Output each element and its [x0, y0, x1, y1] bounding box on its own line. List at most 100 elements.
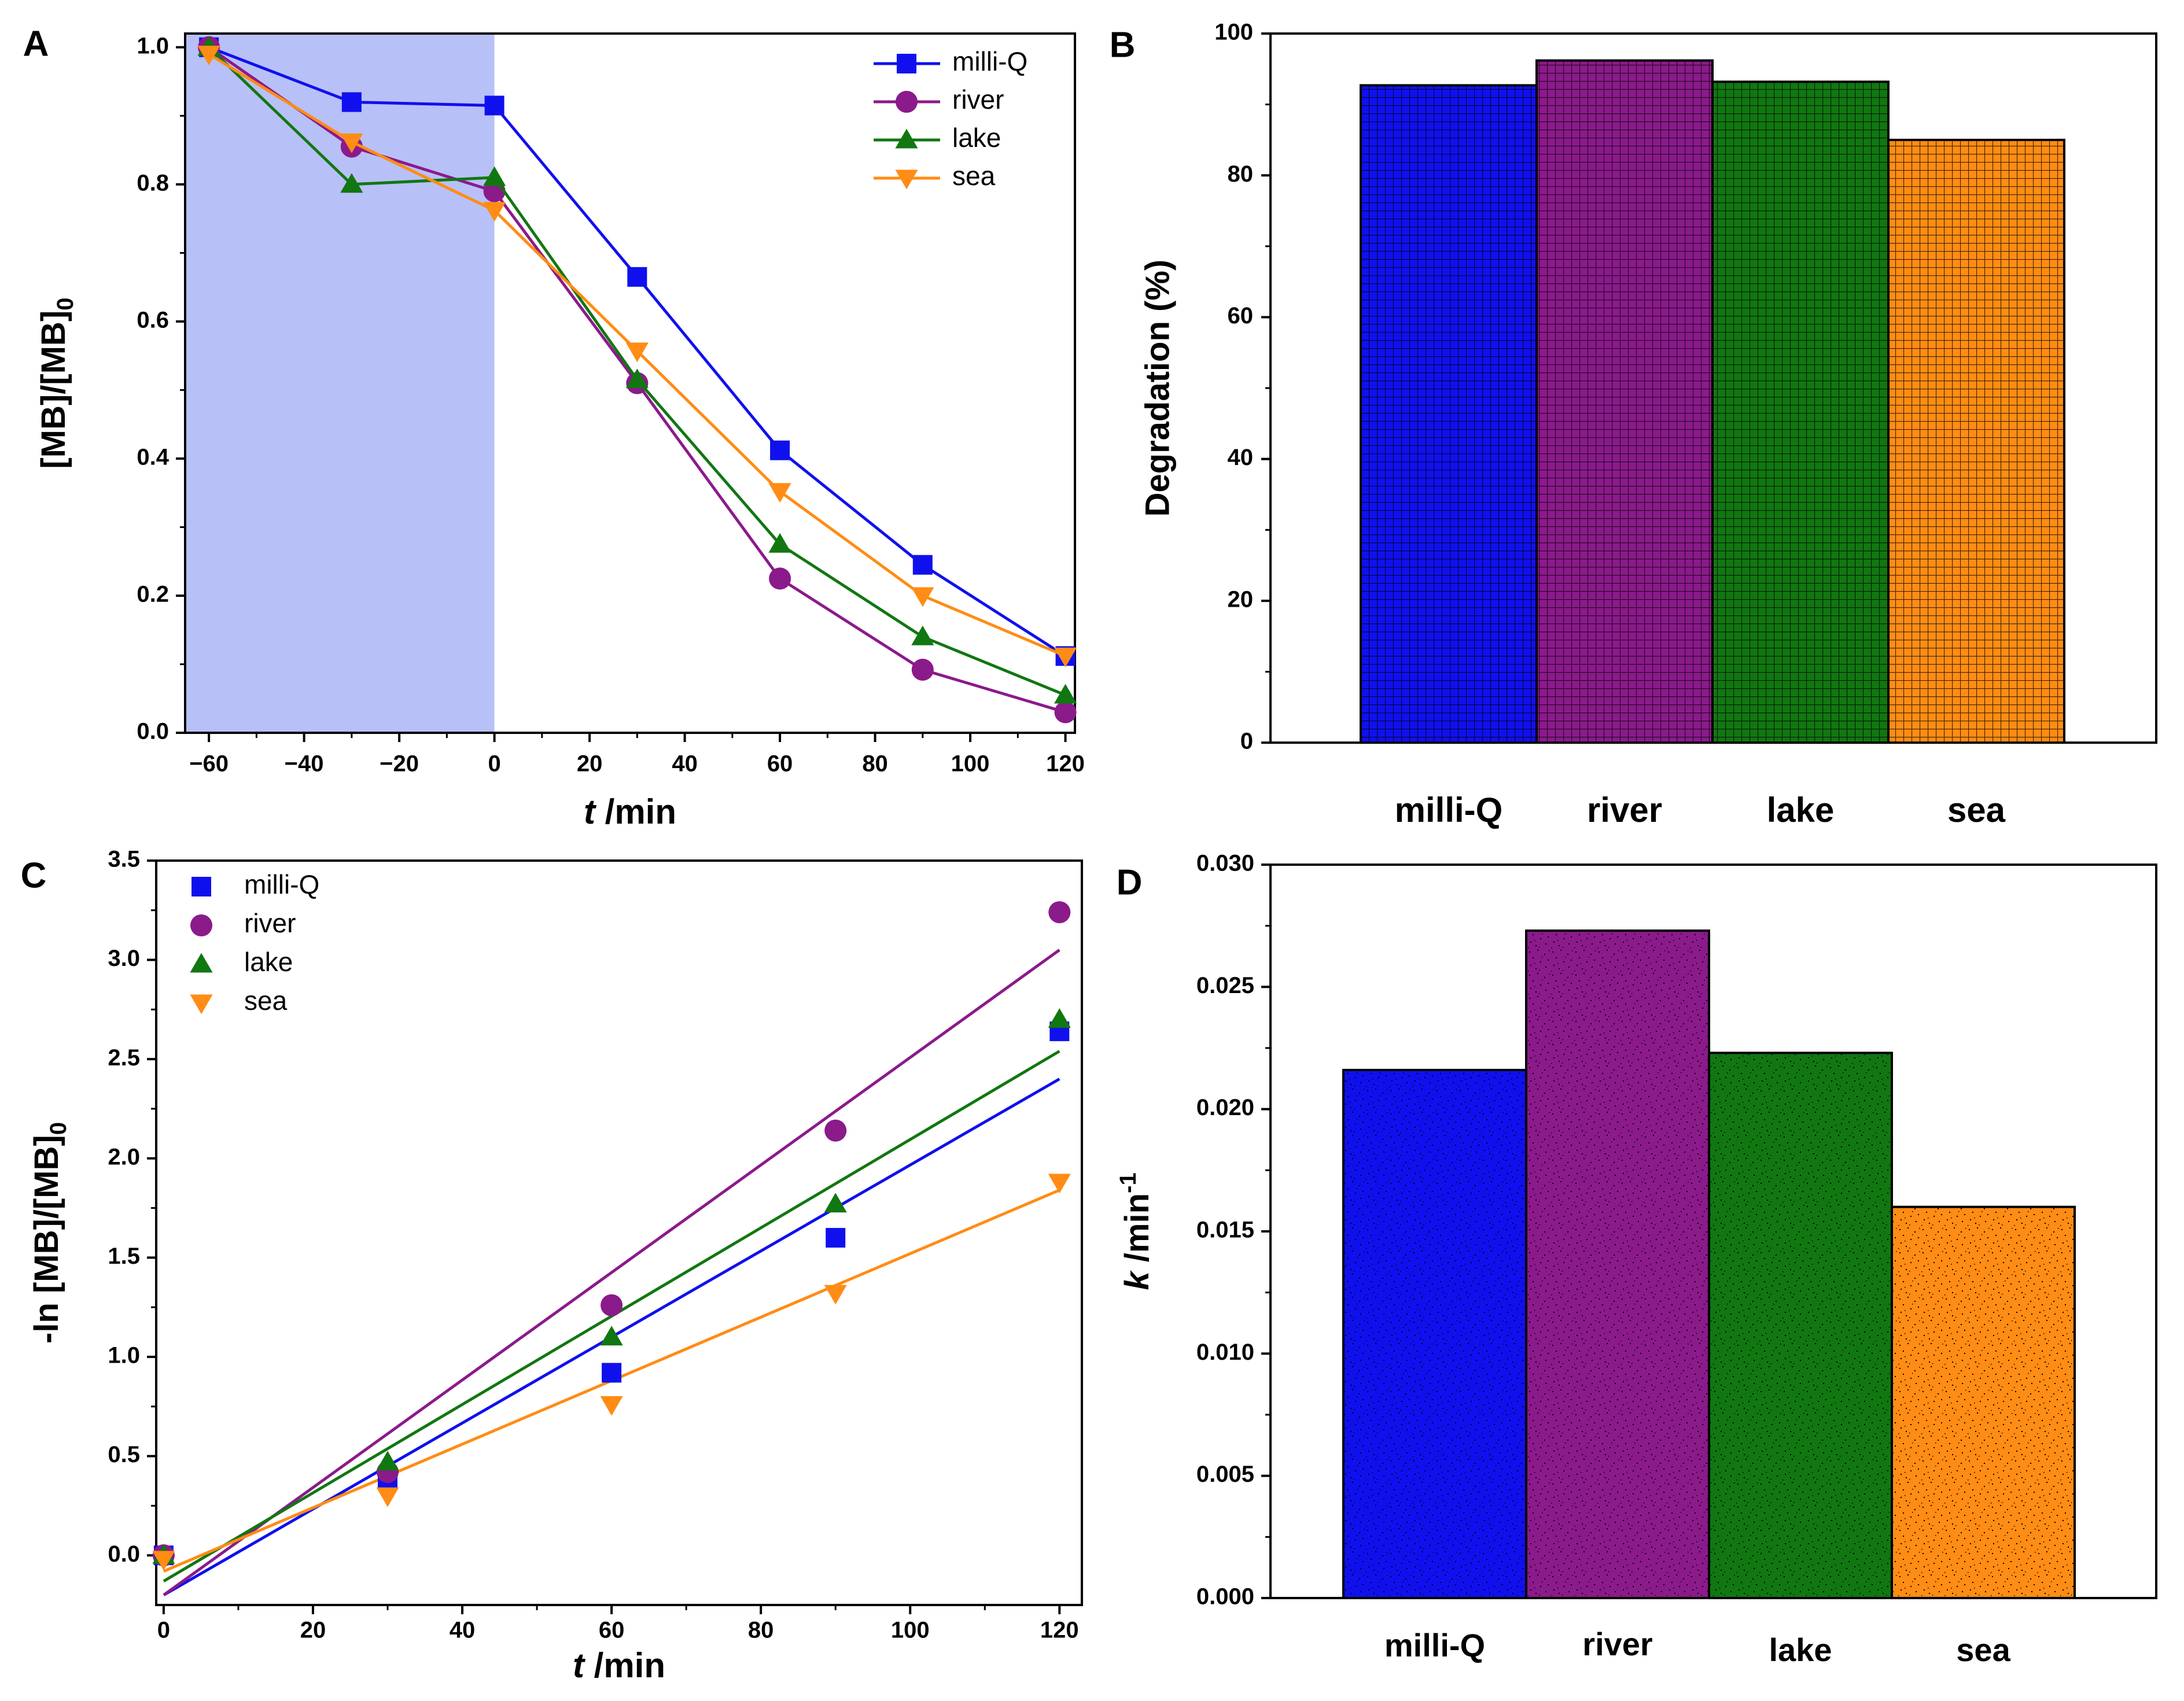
- x-tick-label: −40: [285, 751, 324, 777]
- data-point-sea: [483, 202, 506, 222]
- data-point-sea: [152, 1551, 175, 1571]
- y-tick-label: 0.030: [1196, 851, 1254, 876]
- y-axis-label: [MB]/[MB]0: [35, 297, 78, 468]
- panel-label: D: [1117, 862, 1143, 902]
- legend-label-sea: sea: [952, 161, 996, 191]
- y-tick-label: 20: [1228, 586, 1254, 612]
- y-tick-label: 0.2: [137, 582, 169, 607]
- legend-marker-river: [190, 914, 213, 937]
- y-tick-label: 2.5: [108, 1045, 140, 1071]
- y-tick-label: 0.6: [137, 307, 169, 333]
- data-point-sea: [824, 1285, 847, 1305]
- y-tick-label: 0.4: [137, 444, 169, 470]
- y-tick-label: 60: [1228, 303, 1254, 329]
- x-axis-label-rest: /min: [595, 792, 676, 831]
- y-tick-label: 40: [1228, 445, 1254, 470]
- x-axis-label-rest: /min: [584, 1646, 665, 1685]
- category-label: river: [1582, 1626, 1652, 1662]
- data-point-lake: [376, 1451, 399, 1471]
- y-tick-label: 0.5: [108, 1442, 140, 1467]
- data-point-sea: [600, 1396, 623, 1416]
- y-tick-label: 1.0: [137, 33, 169, 58]
- y-tick-label: 2.0: [108, 1144, 140, 1169]
- data-point-river: [1048, 901, 1071, 924]
- category-label: milli-Q: [1395, 791, 1503, 829]
- legend-label-river: river: [952, 84, 1004, 115]
- data-point-milli: [770, 440, 790, 460]
- y-axis-label-sup: -1: [1115, 1172, 1141, 1193]
- panel-d: milli-Q river lake sea 0.000 0.005 0.010 0.015 0…: [1115, 851, 2157, 1668]
- legend-marker-sea: [190, 994, 213, 1014]
- x-tick-label: −60: [189, 751, 229, 777]
- legend-marker-lake: [895, 128, 918, 149]
- legend-marker-sea: [895, 169, 918, 190]
- data-point-sea: [376, 1487, 399, 1507]
- category-label: sea: [1956, 1632, 2010, 1668]
- bar-pattern-milli: [1360, 84, 1538, 744]
- y-axis-label: -ln [MB]/[MB]0: [28, 1122, 71, 1344]
- y-tick-label: 0.015: [1196, 1217, 1254, 1243]
- category-label: lake: [1767, 791, 1835, 829]
- y-tick-label: 0.8: [137, 170, 169, 195]
- legend-label-milli: milli-Q: [952, 46, 1027, 76]
- category-label: river: [1587, 791, 1662, 829]
- legend-label-sea: sea: [244, 986, 288, 1016]
- legend-marker-river: [895, 90, 918, 113]
- x-tick-label: 0: [488, 751, 500, 777]
- plot-frame: [184, 32, 1076, 734]
- data-point-lake: [625, 368, 649, 389]
- x-tick-label: 100: [951, 751, 990, 777]
- y-tick-label: 100: [1214, 20, 1253, 45]
- data-point-river: [824, 1119, 847, 1142]
- y-axis-label-sub: 0: [46, 1122, 71, 1135]
- legend-label-lake: lake: [952, 123, 1001, 153]
- y-tick-label: 0.020: [1196, 1095, 1254, 1120]
- fit-line-river: [163, 949, 1060, 1596]
- data-point-sea: [197, 46, 220, 65]
- category-label: lake: [1769, 1632, 1832, 1668]
- panel-a: −60 −40 −20 0 20 40 60 80 100 120 0.0 0.2 0.4 0.6 0.8 1…: [23, 24, 1085, 831]
- legend-label-milli: milli-Q: [244, 869, 319, 899]
- y-tick-label: 0.010: [1196, 1340, 1254, 1365]
- data-point-sea: [1048, 1174, 1071, 1194]
- bar-pattern-sea: [1891, 1205, 2076, 1600]
- y-tick-label: 3.5: [108, 847, 140, 872]
- y-axis-label-rest: /min: [1118, 1193, 1156, 1271]
- plot-frame: [155, 859, 1083, 1606]
- y-axis-label-main: -ln [MB]/[MB]: [28, 1135, 65, 1344]
- panel-b: milli-Q river lake sea 0 20 40 60 80 100 Degradati…: [1110, 20, 2157, 829]
- y-tick-label: 0.000: [1196, 1584, 1254, 1610]
- bar-pattern-lake: [1708, 1051, 1893, 1600]
- y-tick-label: 3.0: [108, 946, 140, 971]
- legend-label-river: river: [244, 908, 296, 938]
- x-axis-label: t /min: [573, 1646, 665, 1685]
- data-point-river: [1054, 701, 1077, 724]
- panel-label: A: [23, 24, 49, 64]
- data-point-sea: [768, 483, 791, 503]
- panel-label: C: [21, 855, 47, 895]
- x-axis-label: t /min: [584, 792, 676, 831]
- x-tick-label: 120: [1040, 1618, 1079, 1643]
- x-tick-label: −20: [380, 751, 419, 777]
- data-point-lake: [483, 166, 506, 186]
- data-point-lake: [600, 1326, 623, 1346]
- data-point-milli: [826, 1228, 846, 1248]
- x-axis-label-italic: t: [584, 792, 597, 831]
- data-point-sea: [625, 342, 649, 363]
- x-tick-label: 20: [300, 1618, 326, 1643]
- x-tick-label: 20: [577, 751, 603, 777]
- legend-label-lake: lake: [244, 947, 293, 977]
- y-tick-label: 0.0: [137, 719, 169, 744]
- y-axis-label: k /min-1: [1115, 1172, 1156, 1290]
- dark-phase-shading: [185, 34, 495, 733]
- legend-marker-lake: [190, 953, 213, 973]
- y-axis-label: Degradation (%): [1139, 260, 1176, 517]
- y-tick-label: 0: [1240, 729, 1253, 754]
- bar-pattern-lake: [1711, 80, 1890, 744]
- legend-marker-milli: [897, 54, 916, 73]
- data-point-sea: [911, 587, 934, 607]
- data-point-lake: [824, 1193, 847, 1213]
- y-axis-label-italic: k: [1118, 1270, 1156, 1290]
- x-tick-label: 40: [672, 751, 698, 777]
